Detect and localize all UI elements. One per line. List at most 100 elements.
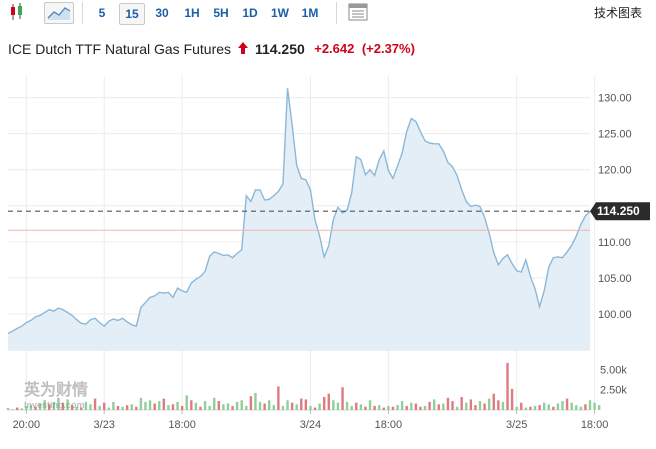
volume-bar [20, 408, 23, 411]
volume-bar [529, 406, 532, 410]
volume-bar [391, 406, 395, 410]
volume-bar [158, 401, 161, 410]
volume-bar [515, 406, 518, 410]
volume-bar [153, 403, 156, 410]
volume-bar [290, 402, 294, 410]
volume-bar [597, 405, 601, 411]
volume-bar [410, 402, 413, 410]
volume-bar [570, 402, 573, 410]
volume-bar [492, 393, 495, 410]
interval-1d[interactable]: 1D [242, 6, 258, 20]
y-tick-label: 120.00 [598, 165, 632, 177]
volume-bar [11, 409, 14, 410]
volume-bar [336, 402, 340, 410]
watermark-en: Investing.com [24, 400, 85, 410]
volume-bar [34, 406, 37, 410]
volume-bar [387, 405, 390, 410]
price-change-percent: (+2.37%) [361, 41, 415, 57]
volume-bar [446, 397, 450, 410]
volume-bar [405, 405, 408, 410]
y-tick-label: 130.00 [598, 93, 632, 105]
volume-bar [552, 406, 555, 410]
volume-bar [135, 406, 138, 410]
technical-chart-link[interactable]: 技术图表 [593, 6, 642, 20]
volume-bar [116, 405, 120, 410]
investing-watermark: 英为财情 Investing.com [23, 380, 88, 410]
volume-bar [103, 402, 106, 410]
volume-bar [213, 397, 216, 410]
price-area-fill [8, 88, 590, 350]
volume-bar [130, 404, 133, 410]
volume-bar [38, 403, 42, 410]
volume-bars [6, 362, 601, 411]
volume-bar [217, 401, 220, 410]
x-tick-label: 18:00 [168, 419, 196, 431]
candlestick-icon[interactable] [9, 2, 25, 27]
volume-bar [483, 403, 486, 410]
interval-1w[interactable]: 1W [271, 6, 289, 20]
volume-bar [442, 403, 445, 410]
volume-bar [190, 400, 193, 410]
volume-bar [277, 386, 280, 410]
interval-5[interactable]: 5 [98, 6, 106, 20]
interval-15[interactable]: 15 [119, 3, 145, 25]
y-tick-label: 100.00 [598, 309, 632, 321]
volume-bar [584, 404, 587, 410]
volume-bar [373, 405, 376, 410]
volume-bar [478, 401, 482, 410]
x-tick-label: 18:00 [375, 419, 403, 431]
volume-bar [579, 406, 583, 410]
volume-bar [300, 398, 303, 411]
volume-bar [355, 402, 358, 410]
instrument-header: ICE Dutch TTF Natural Gas Futures 114.25… [8, 40, 415, 60]
volume-bar [368, 400, 372, 410]
interval-5h[interactable]: 5H [213, 6, 229, 20]
volume-bar [437, 404, 440, 410]
volume-bar [125, 405, 129, 411]
volume-bar [313, 407, 317, 410]
volume-bar [121, 406, 124, 410]
volume-bar [272, 405, 275, 411]
volume-axis: 2.50k 5.00k [600, 364, 627, 396]
volume-bar [249, 396, 253, 410]
volume-bar [524, 407, 528, 410]
volume-bar [203, 401, 207, 410]
volume-bar [258, 401, 262, 411]
volume-bar [208, 405, 211, 410]
volume-bar [460, 397, 463, 410]
volume-tick-label: 5.00k [600, 364, 627, 376]
volume-tick-label: 2.50k [600, 385, 627, 397]
volume-bar [332, 400, 335, 410]
volume-bar [171, 404, 175, 410]
x-tick-label: 3/23 [94, 419, 115, 431]
volume-bar [226, 403, 230, 410]
volume-bar [506, 362, 509, 411]
volume-bar [323, 397, 326, 410]
volume-bar [382, 407, 385, 410]
volume-bar [350, 405, 353, 410]
current-price-label: 114.250 [590, 202, 650, 221]
interval-1m[interactable]: 1M [301, 6, 319, 20]
volume-bar [70, 405, 74, 411]
volume-bar [345, 401, 349, 411]
volume-bar [561, 401, 564, 410]
volume-bar [263, 403, 266, 410]
area-chart-icon[interactable] [44, 2, 74, 24]
volume-bar [520, 402, 523, 410]
table-icon[interactable] [347, 2, 369, 27]
volume-bar [231, 405, 234, 410]
price-change: +2.642 [314, 41, 355, 57]
y-tick-label: 125.00 [598, 129, 632, 141]
volume-bar [61, 402, 65, 410]
volume-bar [538, 405, 541, 411]
volume-bar [295, 404, 298, 410]
interval-30[interactable]: 30 [155, 6, 169, 20]
volume-bar [318, 403, 321, 410]
instrument-name: ICE Dutch TTF Natural Gas Futures [8, 40, 232, 57]
volume-bar [98, 405, 101, 410]
interval-1h[interactable]: 1H [184, 6, 200, 20]
toolbar-separator [336, 2, 337, 24]
volume-bar [281, 405, 285, 410]
volume-bar [364, 406, 367, 410]
